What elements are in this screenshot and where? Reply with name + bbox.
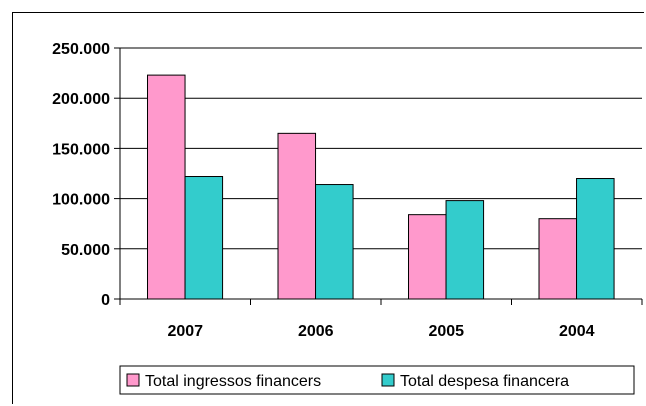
bar-despesa-2007 — [184, 176, 224, 300]
x-tick-label: 2005 — [428, 323, 464, 340]
x-tick-label: 2004 — [559, 323, 595, 340]
bar-ingressos-2005 — [408, 214, 447, 300]
legend-swatch — [381, 373, 395, 387]
bar-ingressos-2006 — [277, 132, 317, 300]
legend: Total ingressos financers Total despesa f… — [119, 365, 635, 395]
y-tick-label: 250.000 — [52, 41, 110, 58]
y-tick-label: 150.000 — [52, 141, 110, 158]
x-tick-label: 2006 — [298, 323, 334, 340]
bar-despesa-2006 — [315, 184, 354, 300]
chart-frame — [12, 12, 644, 404]
bar-ingressos-2004 — [538, 218, 578, 300]
x-axis-ticks: 2007 2006 2005 2004 — [119, 299, 643, 340]
x-tick-label: 2007 — [167, 323, 203, 340]
y-tick-label: 50.000 — [61, 242, 110, 259]
legend-label: Total despesa financera — [400, 373, 569, 390]
y-tick-label: 200.000 — [52, 91, 110, 108]
y-tick-label: 100.000 — [52, 192, 110, 209]
y-axis-ticks: 0 50.000 100.000 150.000 200.000 250.000 — [52, 41, 120, 309]
bar-despesa-2005 — [445, 200, 485, 300]
legend-label: Total ingressos financers — [145, 373, 321, 390]
legend-swatch — [126, 373, 140, 387]
legend-box — [119, 365, 635, 395]
bars — [147, 74, 615, 300]
bar-ingressos-2007 — [147, 74, 186, 300]
y-tick-label: 0 — [101, 292, 110, 309]
bar-despesa-2004 — [576, 178, 615, 300]
